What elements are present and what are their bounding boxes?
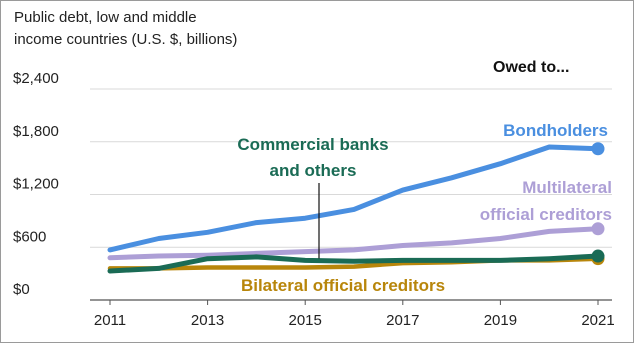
series-label: Commercial banks: [237, 135, 388, 154]
y-tick-label: $600: [13, 228, 46, 245]
x-tick-label: 2021: [581, 312, 614, 329]
x-tick-label: 2013: [191, 312, 224, 329]
chart-title-line-2: income countries (U.S. $, billions): [14, 31, 237, 48]
series-line: [107, 226, 601, 261]
series-endpoint: [591, 222, 605, 236]
series-labels: Bondholders Multilateral official creditor…: [237, 121, 612, 295]
x-tick-label: 2017: [386, 312, 419, 329]
y-tick-label: $2,400: [13, 70, 59, 87]
series-endpoint: [591, 249, 605, 263]
y-axis-ticks: $0 $600 $1,200 $1,800 $2,400: [13, 70, 59, 298]
series-endpoint: [591, 142, 605, 156]
series-line: [107, 144, 601, 253]
x-axis-ticks: 2011 2013 2015 2017 2019 2021: [94, 300, 615, 329]
series-label: official creditors: [480, 205, 612, 224]
series-label: Bondholders: [503, 121, 608, 140]
x-tick-label: 2015: [289, 312, 322, 329]
y-tick-label: $0: [13, 281, 30, 298]
series-label: Multilateral: [522, 178, 612, 197]
gridlines: [90, 88, 612, 301]
legend-title: Owed to...: [493, 59, 569, 76]
x-tick-label: 2011: [94, 312, 126, 329]
series-line: [107, 253, 601, 274]
series-label: and others: [270, 161, 357, 180]
y-tick-label: $1,800: [13, 123, 59, 140]
series-lines: [107, 142, 605, 274]
x-tick-label: 2019: [484, 312, 517, 329]
series-label: Bilateral official creditors: [241, 276, 445, 295]
chart-title-line-1: Public debt, low and middle: [14, 9, 197, 26]
y-tick-label: $1,200: [13, 176, 59, 193]
